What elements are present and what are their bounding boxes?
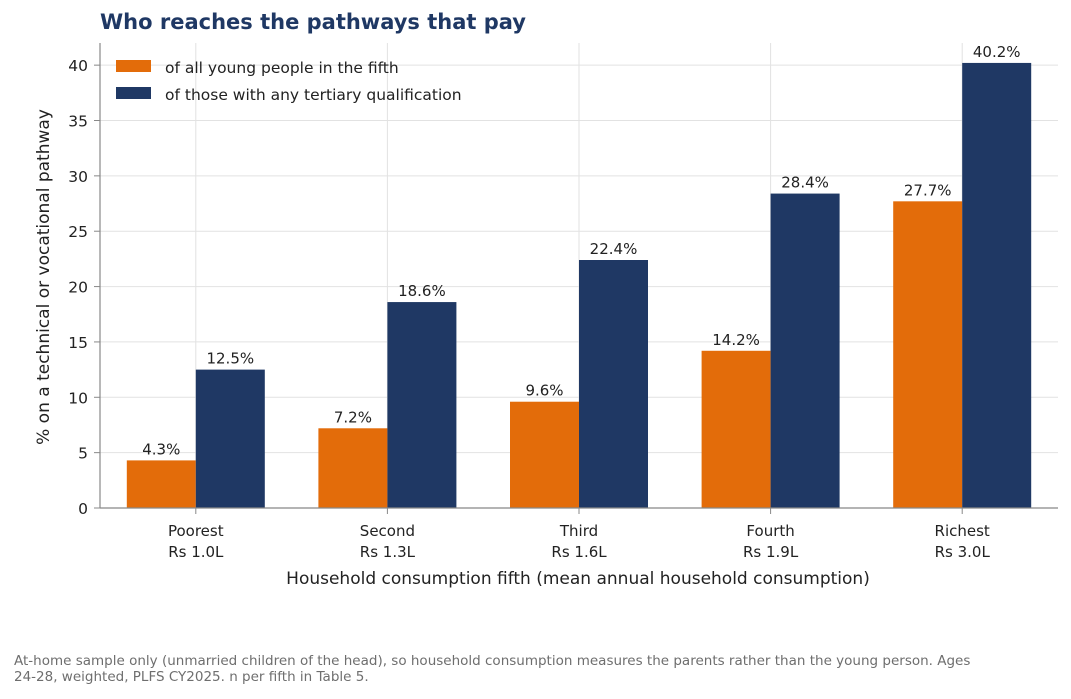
bar-value-label: 12.5%	[206, 350, 254, 368]
bars	[126, 62, 1032, 509]
x-tick-label: Poorest	[168, 522, 224, 540]
bar-series-1	[893, 201, 963, 509]
chart-title: Who reaches the pathways that pay	[100, 10, 526, 34]
bar-series-2	[195, 369, 265, 508]
y-tick-label: 30	[68, 168, 88, 186]
x-tick-label: Rs 1.9L	[743, 543, 799, 561]
x-tick-label: Richest	[935, 522, 990, 540]
x-axis-title: Household consumption fifth (mean annual…	[286, 569, 870, 589]
legend-swatch-series-1	[116, 60, 151, 72]
bar-chart: 0 5 10 15 20 25 30 35 40 Poorest Rs 1.0L Second Rs 1…	[34, 43, 1058, 589]
bar-series-1	[318, 428, 388, 508]
x-tick-label: Third	[559, 522, 598, 540]
bar-value-label: 28.4%	[781, 174, 829, 192]
bar-value-label: 9.6%	[525, 382, 563, 400]
legend-label-series-2: of those with any tertiary qualification	[165, 86, 462, 104]
footnote: At-home sample only (unmarried children …	[14, 653, 971, 685]
x-tick-label: Rs 3.0L	[935, 543, 991, 561]
legend: of all young people in the fifth of thos…	[116, 59, 462, 104]
x-tick-label: Rs 1.3L	[360, 543, 416, 561]
bar-series-2	[962, 62, 1032, 509]
y-axis-title: % on a technical or vocational pathway	[34, 109, 54, 445]
x-tick-label: Fourth	[746, 522, 794, 540]
y-tick-label: 25	[68, 223, 88, 241]
y-tick-label: 0	[78, 500, 88, 518]
y-tick-label: 5	[78, 445, 88, 463]
tick-labels: 0 5 10 15 20 25 30 35 40 Poorest Rs 1.0L Second Rs 1…	[68, 57, 990, 561]
bar-series-1	[701, 350, 771, 508]
bar-series-2	[770, 193, 840, 509]
bar-value-label: 18.6%	[398, 282, 446, 300]
y-tick-label: 35	[68, 113, 88, 131]
x-tick-label: Rs 1.0L	[168, 543, 224, 561]
y-tick-label: 10	[68, 389, 88, 407]
value-labels: 4.3% 12.5% 7.2% 18.6% 9.6% 22.4% 14.2% 28.4% 27.…	[142, 43, 1020, 458]
x-tick-label: Second	[360, 522, 415, 540]
bar-value-label: 7.2%	[334, 408, 372, 426]
bar-value-label: 4.3%	[142, 440, 180, 458]
bar-value-label: 22.4%	[590, 240, 638, 258]
legend-label-series-1: of all young people in the fifth	[165, 59, 399, 77]
bar-series-2	[579, 260, 648, 508]
y-tick-label: 15	[68, 334, 88, 352]
bar-series-2	[387, 302, 457, 508]
x-tick-label: Rs 1.6L	[551, 543, 607, 561]
bar-series-1	[510, 401, 579, 508]
y-tick-label: 40	[68, 57, 88, 75]
bar-value-label: 14.2%	[712, 331, 760, 349]
bar-series-1	[126, 460, 196, 508]
bar-value-label: 40.2%	[973, 43, 1021, 61]
y-tick-label: 20	[68, 279, 88, 297]
legend-swatch-series-2	[116, 87, 151, 99]
bar-value-label: 27.7%	[904, 181, 952, 199]
